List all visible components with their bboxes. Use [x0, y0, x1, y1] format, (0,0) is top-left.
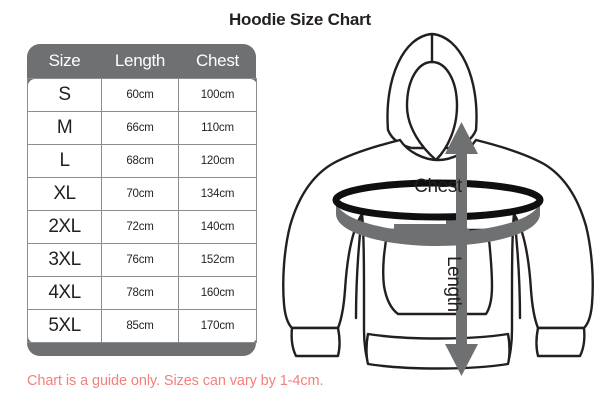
column-header-length: Length [114, 51, 166, 70]
chest-measure-ellipse-icon [332, 179, 544, 246]
cell-size: S [27, 78, 102, 112]
cell-length: 66cm [101, 111, 179, 145]
cell-chest: 110cm [178, 111, 257, 145]
cell-chest: 160cm [178, 276, 257, 310]
cell-size: 2XL [27, 210, 102, 244]
cell-size: 3XL [27, 243, 102, 277]
cell-chest: 134cm [178, 177, 257, 211]
table-header-row: Size Length Chest [28, 44, 257, 79]
size-chart-panel: Size Length Chest S 60cm 100cm M 66cm 11… [27, 44, 257, 356]
table-row: 2XL 72cm 140cm [27, 210, 257, 244]
cell-chest: 152cm [178, 243, 257, 277]
cell-length: 76cm [101, 243, 179, 277]
column-header-chest: Chest [196, 51, 239, 70]
cell-length: 85cm [101, 309, 179, 343]
cell-size: M [27, 111, 102, 145]
chest-label: Chest [414, 176, 463, 197]
cell-length: 68cm [101, 144, 179, 178]
table-row: S 60cm 100cm [27, 78, 257, 112]
disclaimer-text: Chart is a guide only. Sizes can vary by… [27, 373, 324, 389]
column-header-size: Size [48, 51, 81, 70]
hoodie-garment-icon [282, 32, 594, 370]
cell-chest: 170cm [178, 309, 257, 343]
length-label: Length [443, 256, 464, 312]
cell-length: 60cm [101, 78, 179, 112]
cell-size: 4XL [27, 276, 102, 310]
page-title: Hoodie Size Chart [228, 10, 372, 29]
size-chart-table: Size Length Chest S 60cm 100cm M 66cm 11… [27, 44, 257, 343]
hoodie-diagram: Chest Length [276, 18, 600, 378]
table-row: L 68cm 120cm [27, 144, 257, 178]
cell-length: 72cm [101, 210, 179, 244]
table-row: 5XL 85cm 170cm [27, 309, 257, 343]
cell-chest: 140cm [178, 210, 257, 244]
table-row: M 66cm 110cm [27, 111, 257, 145]
table-row: 3XL 76cm 152cm [27, 243, 257, 277]
cell-chest: 100cm [178, 78, 257, 112]
cell-size: L [27, 144, 102, 178]
cell-length: 70cm [101, 177, 179, 211]
table-row: XL 70cm 134cm [27, 177, 257, 211]
cell-size: XL [27, 177, 102, 211]
cell-chest: 120cm [178, 144, 257, 178]
table-row: 4XL 78cm 160cm [27, 276, 257, 310]
cell-size: 5XL [27, 309, 102, 343]
cell-length: 78cm [101, 276, 179, 310]
length-measure-arrow-icon [445, 122, 478, 376]
